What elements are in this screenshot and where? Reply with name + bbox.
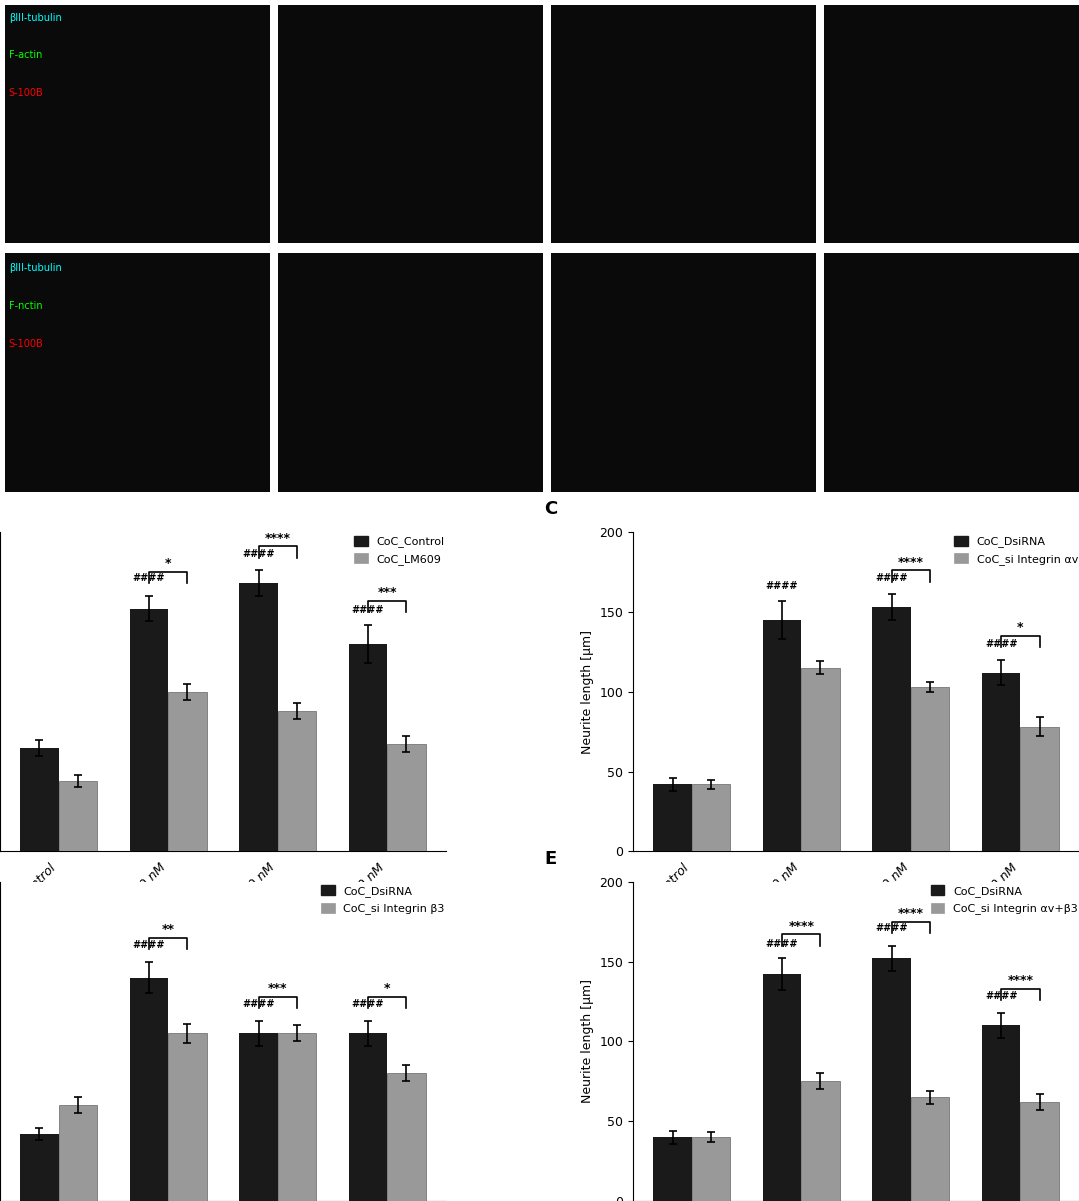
Bar	[129, 609, 168, 852]
Bar	[654, 1137, 692, 1201]
Bar	[692, 1137, 730, 1201]
Text: F-nctin: F-nctin	[9, 301, 42, 311]
Bar	[58, 1105, 97, 1201]
Text: ***: ***	[378, 586, 397, 599]
Text: ####: ####	[875, 573, 907, 584]
Text: ####: ####	[766, 581, 798, 591]
Bar	[240, 1033, 277, 1201]
Text: ****: ****	[789, 920, 815, 933]
Text: βIII-tubulin: βIII-tubulin	[9, 263, 62, 274]
Y-axis label: Neurite length [μm]: Neurite length [μm]	[581, 979, 593, 1104]
Text: ####: ####	[985, 639, 1017, 649]
Bar	[824, 5, 1079, 244]
Bar	[802, 1081, 839, 1201]
Bar	[911, 687, 950, 852]
Text: ####: ####	[985, 992, 1017, 1002]
Bar	[277, 711, 316, 852]
Text: ####: ####	[243, 549, 275, 560]
Bar	[349, 644, 387, 852]
Text: ####: ####	[352, 999, 384, 1010]
Text: *: *	[1017, 621, 1024, 634]
Text: βIII-tubulin: βIII-tubulin	[9, 12, 62, 23]
Text: **: **	[162, 924, 175, 936]
Bar	[5, 5, 270, 244]
Bar	[349, 1033, 387, 1201]
Bar	[982, 673, 1021, 852]
Y-axis label: Neurite length [μm]: Neurite length [μm]	[581, 629, 593, 754]
Legend: CoC_DsiRNA, CoC_si Integrin αv: CoC_DsiRNA, CoC_si Integrin αv	[950, 531, 1079, 569]
Bar	[168, 1033, 206, 1201]
Bar	[873, 608, 911, 852]
Text: ***: ***	[268, 982, 287, 996]
Bar	[873, 958, 911, 1201]
Bar	[21, 747, 58, 852]
Text: ####: ####	[243, 999, 275, 1010]
Bar	[58, 781, 97, 852]
Bar	[387, 1074, 425, 1201]
Text: S-100B: S-100B	[9, 88, 43, 97]
Text: ####: ####	[133, 573, 165, 584]
Text: ####: ####	[352, 605, 384, 615]
Text: ####: ####	[766, 939, 798, 949]
Bar	[129, 978, 168, 1201]
Bar	[277, 1033, 316, 1201]
Bar	[763, 974, 802, 1201]
Text: F-actin: F-actin	[9, 50, 42, 60]
Bar	[1021, 1103, 1058, 1201]
Text: ****: ****	[898, 907, 924, 920]
Text: *: *	[384, 982, 391, 996]
Text: S-100B: S-100B	[9, 339, 43, 348]
Bar	[551, 253, 816, 491]
Bar	[763, 620, 802, 852]
Bar	[278, 5, 543, 244]
Text: E: E	[544, 850, 556, 868]
Text: ****: ****	[1008, 974, 1034, 987]
Text: C: C	[544, 500, 557, 518]
Text: *: *	[165, 557, 172, 570]
Legend: CoC_Control, CoC_LM609: CoC_Control, CoC_LM609	[350, 531, 449, 569]
Bar	[168, 692, 206, 852]
Bar	[240, 584, 277, 852]
Bar	[1021, 727, 1058, 852]
Legend: CoC_DsiRNA, CoC_si Integrin αv+β3: CoC_DsiRNA, CoC_si Integrin αv+β3	[927, 880, 1079, 919]
Bar	[551, 5, 816, 244]
Legend: CoC_DsiRNA, CoC_si Integrin β3: CoC_DsiRNA, CoC_si Integrin β3	[317, 880, 449, 919]
Bar	[5, 253, 270, 491]
Bar	[387, 745, 425, 852]
Bar	[278, 253, 543, 491]
Text: ####: ####	[133, 940, 165, 950]
Bar	[654, 784, 692, 852]
Bar	[802, 668, 839, 852]
Text: ****: ****	[898, 556, 924, 569]
Text: ####: ####	[875, 922, 907, 933]
Bar	[692, 784, 730, 852]
Bar	[911, 1098, 950, 1201]
Text: ****: ****	[264, 532, 290, 545]
Bar	[982, 1026, 1021, 1201]
Bar	[21, 1134, 58, 1201]
Bar	[824, 253, 1079, 491]
